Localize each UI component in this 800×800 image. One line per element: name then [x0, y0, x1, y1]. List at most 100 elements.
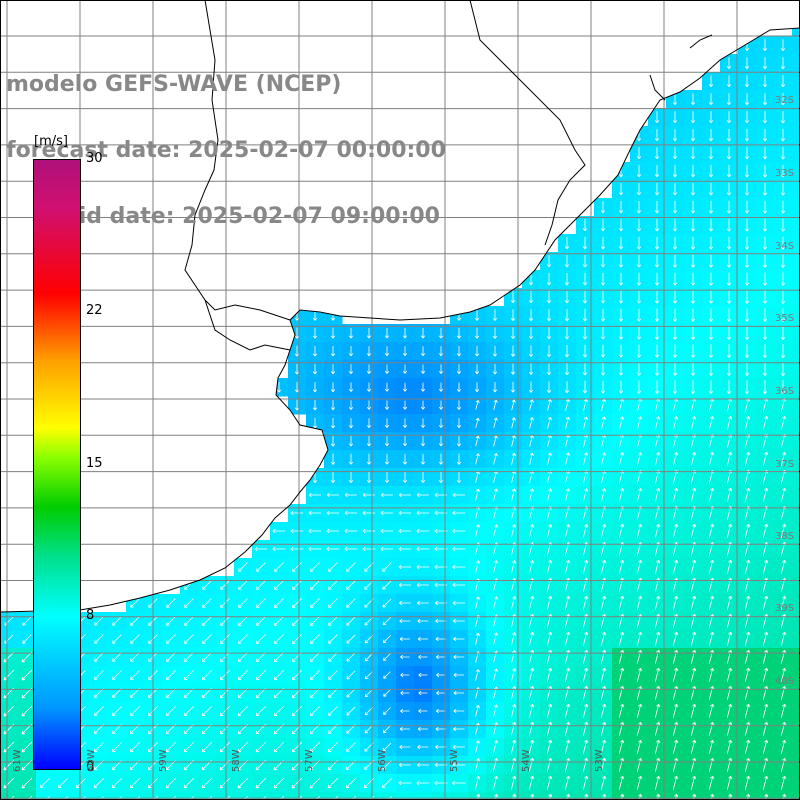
- wind-arrow: [474, 364, 480, 375]
- wind-arrow: [256, 562, 266, 572]
- wind-arrow: [690, 362, 696, 376]
- wind-arrow: [762, 308, 768, 322]
- wind-arrow: [546, 363, 552, 375]
- wind-arrow: [582, 326, 588, 340]
- wind-arrow: [528, 757, 535, 772]
- wind-arrow: [456, 327, 462, 339]
- wind-arrow: [452, 780, 466, 786]
- wind-arrow: [546, 739, 553, 754]
- wind-arrow: [362, 510, 376, 516]
- wind-arrow: [744, 739, 751, 754]
- wind-arrow: [600, 667, 607, 682]
- wind-arrow: [636, 488, 643, 502]
- wind-arrow: [672, 182, 678, 196]
- wind-arrow: [636, 703, 643, 718]
- wind-arrow: [618, 183, 624, 196]
- wind-arrow: [708, 667, 715, 682]
- wind-arrow: [600, 452, 607, 466]
- speed-cell: [378, 792, 397, 800]
- speed-cell: [792, 180, 800, 199]
- wind-arrow: [452, 564, 466, 570]
- land-area: [0, 0, 800, 612]
- wind-arrow: [762, 93, 768, 106]
- wind-arrow: [780, 649, 787, 664]
- wind-arrow: [708, 75, 714, 88]
- wind-arrow: [546, 309, 552, 322]
- wind-arrow: [189, 795, 195, 800]
- wind-arrow: [328, 598, 338, 608]
- wind-arrow: [636, 416, 643, 430]
- wind-arrow: [654, 326, 660, 340]
- wind-arrow: [636, 272, 642, 286]
- speed-cell: [792, 36, 800, 55]
- wind-arrow: [744, 39, 750, 51]
- wind-arrow: [654, 488, 661, 502]
- wind-arrow: [380, 510, 394, 516]
- wind-arrow: [744, 649, 751, 664]
- wind-arrow: [453, 726, 465, 732]
- wind-arrow: [237, 705, 249, 717]
- wind-arrow: [780, 326, 786, 340]
- wind-arrow: [690, 344, 696, 358]
- wind-arrow: [726, 380, 732, 394]
- lon-label: 56W: [377, 749, 388, 772]
- wind-arrow: [564, 363, 570, 376]
- wind-arrow: [366, 418, 372, 428]
- wind-arrow: [726, 236, 732, 250]
- wind-arrow: [274, 580, 284, 590]
- wind-arrow: [708, 452, 715, 466]
- wind-arrow: [600, 524, 607, 538]
- wind-arrow: [351, 795, 357, 800]
- wind-arrow: [618, 344, 624, 358]
- wind-arrow: [620, 793, 625, 800]
- wind-arrow: [237, 652, 248, 663]
- wind-arrow: [618, 236, 624, 250]
- wind-arrow: [564, 345, 570, 358]
- wind-arrow: [582, 219, 588, 232]
- wind-arrow: [654, 344, 660, 358]
- wind-arrow: [93, 778, 104, 789]
- wind-arrow: [312, 327, 318, 339]
- wind-arrow: [528, 739, 535, 754]
- wind-arrow: [384, 382, 390, 392]
- wind-arrow: [654, 200, 660, 214]
- wind-arrow: [762, 451, 769, 466]
- wind-arrow: [309, 688, 320, 699]
- lon-label: 58W: [231, 749, 242, 772]
- wind-arrow: [493, 435, 498, 447]
- wind-arrow: [382, 616, 392, 626]
- wind-arrow: [294, 399, 300, 411]
- speed-cell: [198, 792, 217, 800]
- wind-arrow: [654, 757, 661, 772]
- wind-arrow: [237, 670, 248, 681]
- wind-arrow: [546, 524, 553, 538]
- wind-arrow: [237, 777, 249, 789]
- wind-arrow: [564, 721, 571, 736]
- wind-arrow: [330, 417, 336, 429]
- wind-arrow: [780, 39, 786, 52]
- wind-arrow: [398, 762, 411, 768]
- wind-arrow: [399, 726, 410, 732]
- speed-cell: [0, 792, 19, 800]
- wind-arrow: [762, 344, 768, 358]
- wind-arrow: [600, 739, 607, 754]
- speed-cell: [792, 216, 800, 235]
- wind-arrow: [564, 327, 570, 340]
- wind-arrow: [294, 381, 300, 393]
- wind-arrow: [780, 595, 787, 610]
- speed-cell: [792, 72, 800, 91]
- wind-arrow: [690, 308, 696, 322]
- wind-arrow: [564, 381, 570, 394]
- wind-arrow: [238, 580, 248, 590]
- wind-arrow: [744, 75, 750, 88]
- wind-arrow: [708, 93, 714, 106]
- wind-arrow: [726, 111, 732, 124]
- wind-arrow: [384, 400, 390, 410]
- wind-arrow: [564, 703, 571, 718]
- wind-arrow: [672, 631, 679, 646]
- wind-arrow: [762, 200, 768, 214]
- wind-arrow: [402, 400, 408, 410]
- lon-label: 53W: [594, 749, 605, 772]
- wind-arrow: [112, 616, 122, 626]
- speed-cell: [792, 720, 800, 739]
